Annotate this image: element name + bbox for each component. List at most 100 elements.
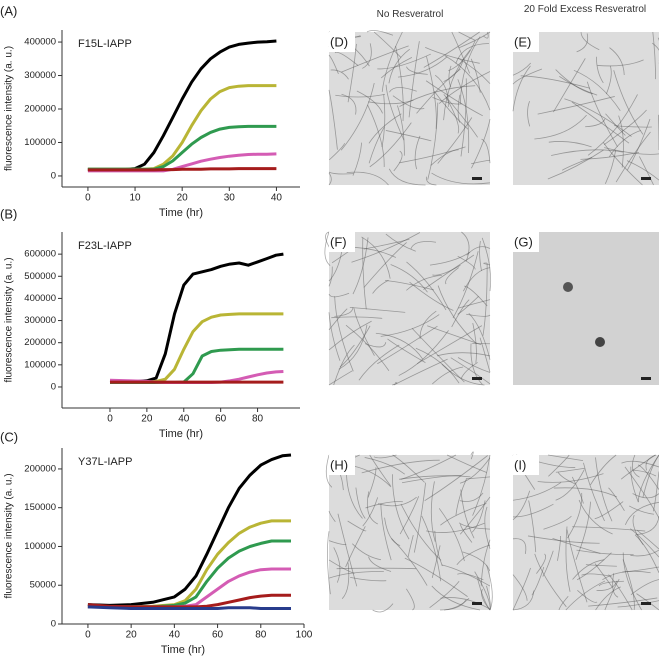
fibril xyxy=(630,579,659,596)
x-tick-label: 20 xyxy=(141,414,153,425)
scale-bar xyxy=(472,377,482,380)
fibril xyxy=(443,59,464,82)
data-line xyxy=(87,519,291,609)
fibril xyxy=(345,324,390,372)
fibril xyxy=(397,56,448,78)
y-tick-label: 150000 xyxy=(24,502,56,513)
fibril xyxy=(457,79,470,153)
fibril xyxy=(363,242,407,288)
fibril xyxy=(458,522,491,530)
fibril xyxy=(330,69,349,80)
fibril xyxy=(377,325,438,365)
fibril xyxy=(424,455,488,502)
micrograph: (D) xyxy=(328,30,491,186)
fibril xyxy=(512,482,562,501)
fibril xyxy=(458,299,491,309)
fibril xyxy=(352,237,369,295)
y-axis-label: fluorescence intensity (a. u.) xyxy=(4,473,15,598)
fibril xyxy=(362,497,379,527)
fibril xyxy=(331,316,383,319)
y-tick-label: 600000 xyxy=(24,249,56,260)
fibril xyxy=(356,90,383,114)
y-tick-label: 400000 xyxy=(24,37,56,48)
micrograph: (F) xyxy=(324,231,492,386)
fibril xyxy=(552,538,601,554)
fibril xyxy=(440,597,470,611)
fibril xyxy=(465,476,491,480)
panel-label: (C) xyxy=(0,429,18,444)
blob xyxy=(563,282,573,292)
fibril xyxy=(466,246,491,256)
fibril xyxy=(437,117,473,164)
fibril xyxy=(542,550,554,577)
fibril xyxy=(392,474,410,540)
fibril xyxy=(528,500,537,553)
x-tick-label: 0 xyxy=(107,414,113,425)
fibril xyxy=(328,292,350,298)
fibril xyxy=(325,454,333,488)
fibril xyxy=(479,337,491,373)
fibril xyxy=(346,171,389,186)
fibril xyxy=(652,31,656,80)
fibril xyxy=(380,503,392,561)
fibril xyxy=(328,89,338,150)
fibril xyxy=(531,566,545,596)
fibril xyxy=(628,505,655,515)
fibril xyxy=(537,96,615,115)
chart-title: F15L-IAPP xyxy=(78,38,132,50)
fibril xyxy=(437,352,491,357)
fibril xyxy=(368,113,402,144)
fibril xyxy=(351,232,421,263)
fibril xyxy=(390,264,428,293)
fibril xyxy=(392,382,398,386)
fibril xyxy=(468,312,491,360)
fibril xyxy=(621,460,659,468)
fibril xyxy=(392,454,425,483)
fibril xyxy=(431,585,481,611)
fibril xyxy=(573,69,621,111)
fibril xyxy=(571,476,584,504)
fibril xyxy=(347,520,367,532)
fibril xyxy=(443,599,467,611)
fibril xyxy=(594,501,624,520)
fibril xyxy=(406,261,447,311)
fibril xyxy=(534,553,567,608)
fibril xyxy=(367,104,385,168)
micrograph: (I) xyxy=(512,454,659,611)
fibril xyxy=(456,544,491,566)
fibril xyxy=(441,564,491,587)
fibril xyxy=(565,526,571,592)
fibril xyxy=(557,535,561,561)
fibril xyxy=(609,47,625,75)
fibril xyxy=(341,93,357,115)
y-tick-label: 0 xyxy=(51,619,56,630)
fibril xyxy=(460,489,475,539)
fibril xyxy=(365,501,403,509)
fibril xyxy=(457,94,461,123)
scale-bar xyxy=(641,177,651,180)
scale-bar xyxy=(472,602,482,605)
fibril xyxy=(446,454,487,473)
fibril xyxy=(564,98,632,137)
fibril xyxy=(565,580,606,611)
fibril xyxy=(462,551,491,571)
micrograph-bg xyxy=(329,232,490,385)
fibril xyxy=(622,559,635,611)
fibril xyxy=(328,171,354,175)
micrograph-bg xyxy=(513,32,659,185)
fibril xyxy=(613,70,644,135)
fibril xyxy=(339,325,371,368)
fibril xyxy=(372,603,394,613)
fibril xyxy=(581,573,612,577)
fibril xyxy=(328,266,333,287)
fibril xyxy=(385,279,434,291)
fibril xyxy=(543,515,572,530)
fibril xyxy=(334,51,359,66)
fibril xyxy=(352,142,363,176)
fibril xyxy=(566,529,588,603)
fibril xyxy=(547,149,604,180)
scale-bar xyxy=(641,377,651,380)
fibril xyxy=(328,312,341,361)
fibril xyxy=(470,343,483,385)
